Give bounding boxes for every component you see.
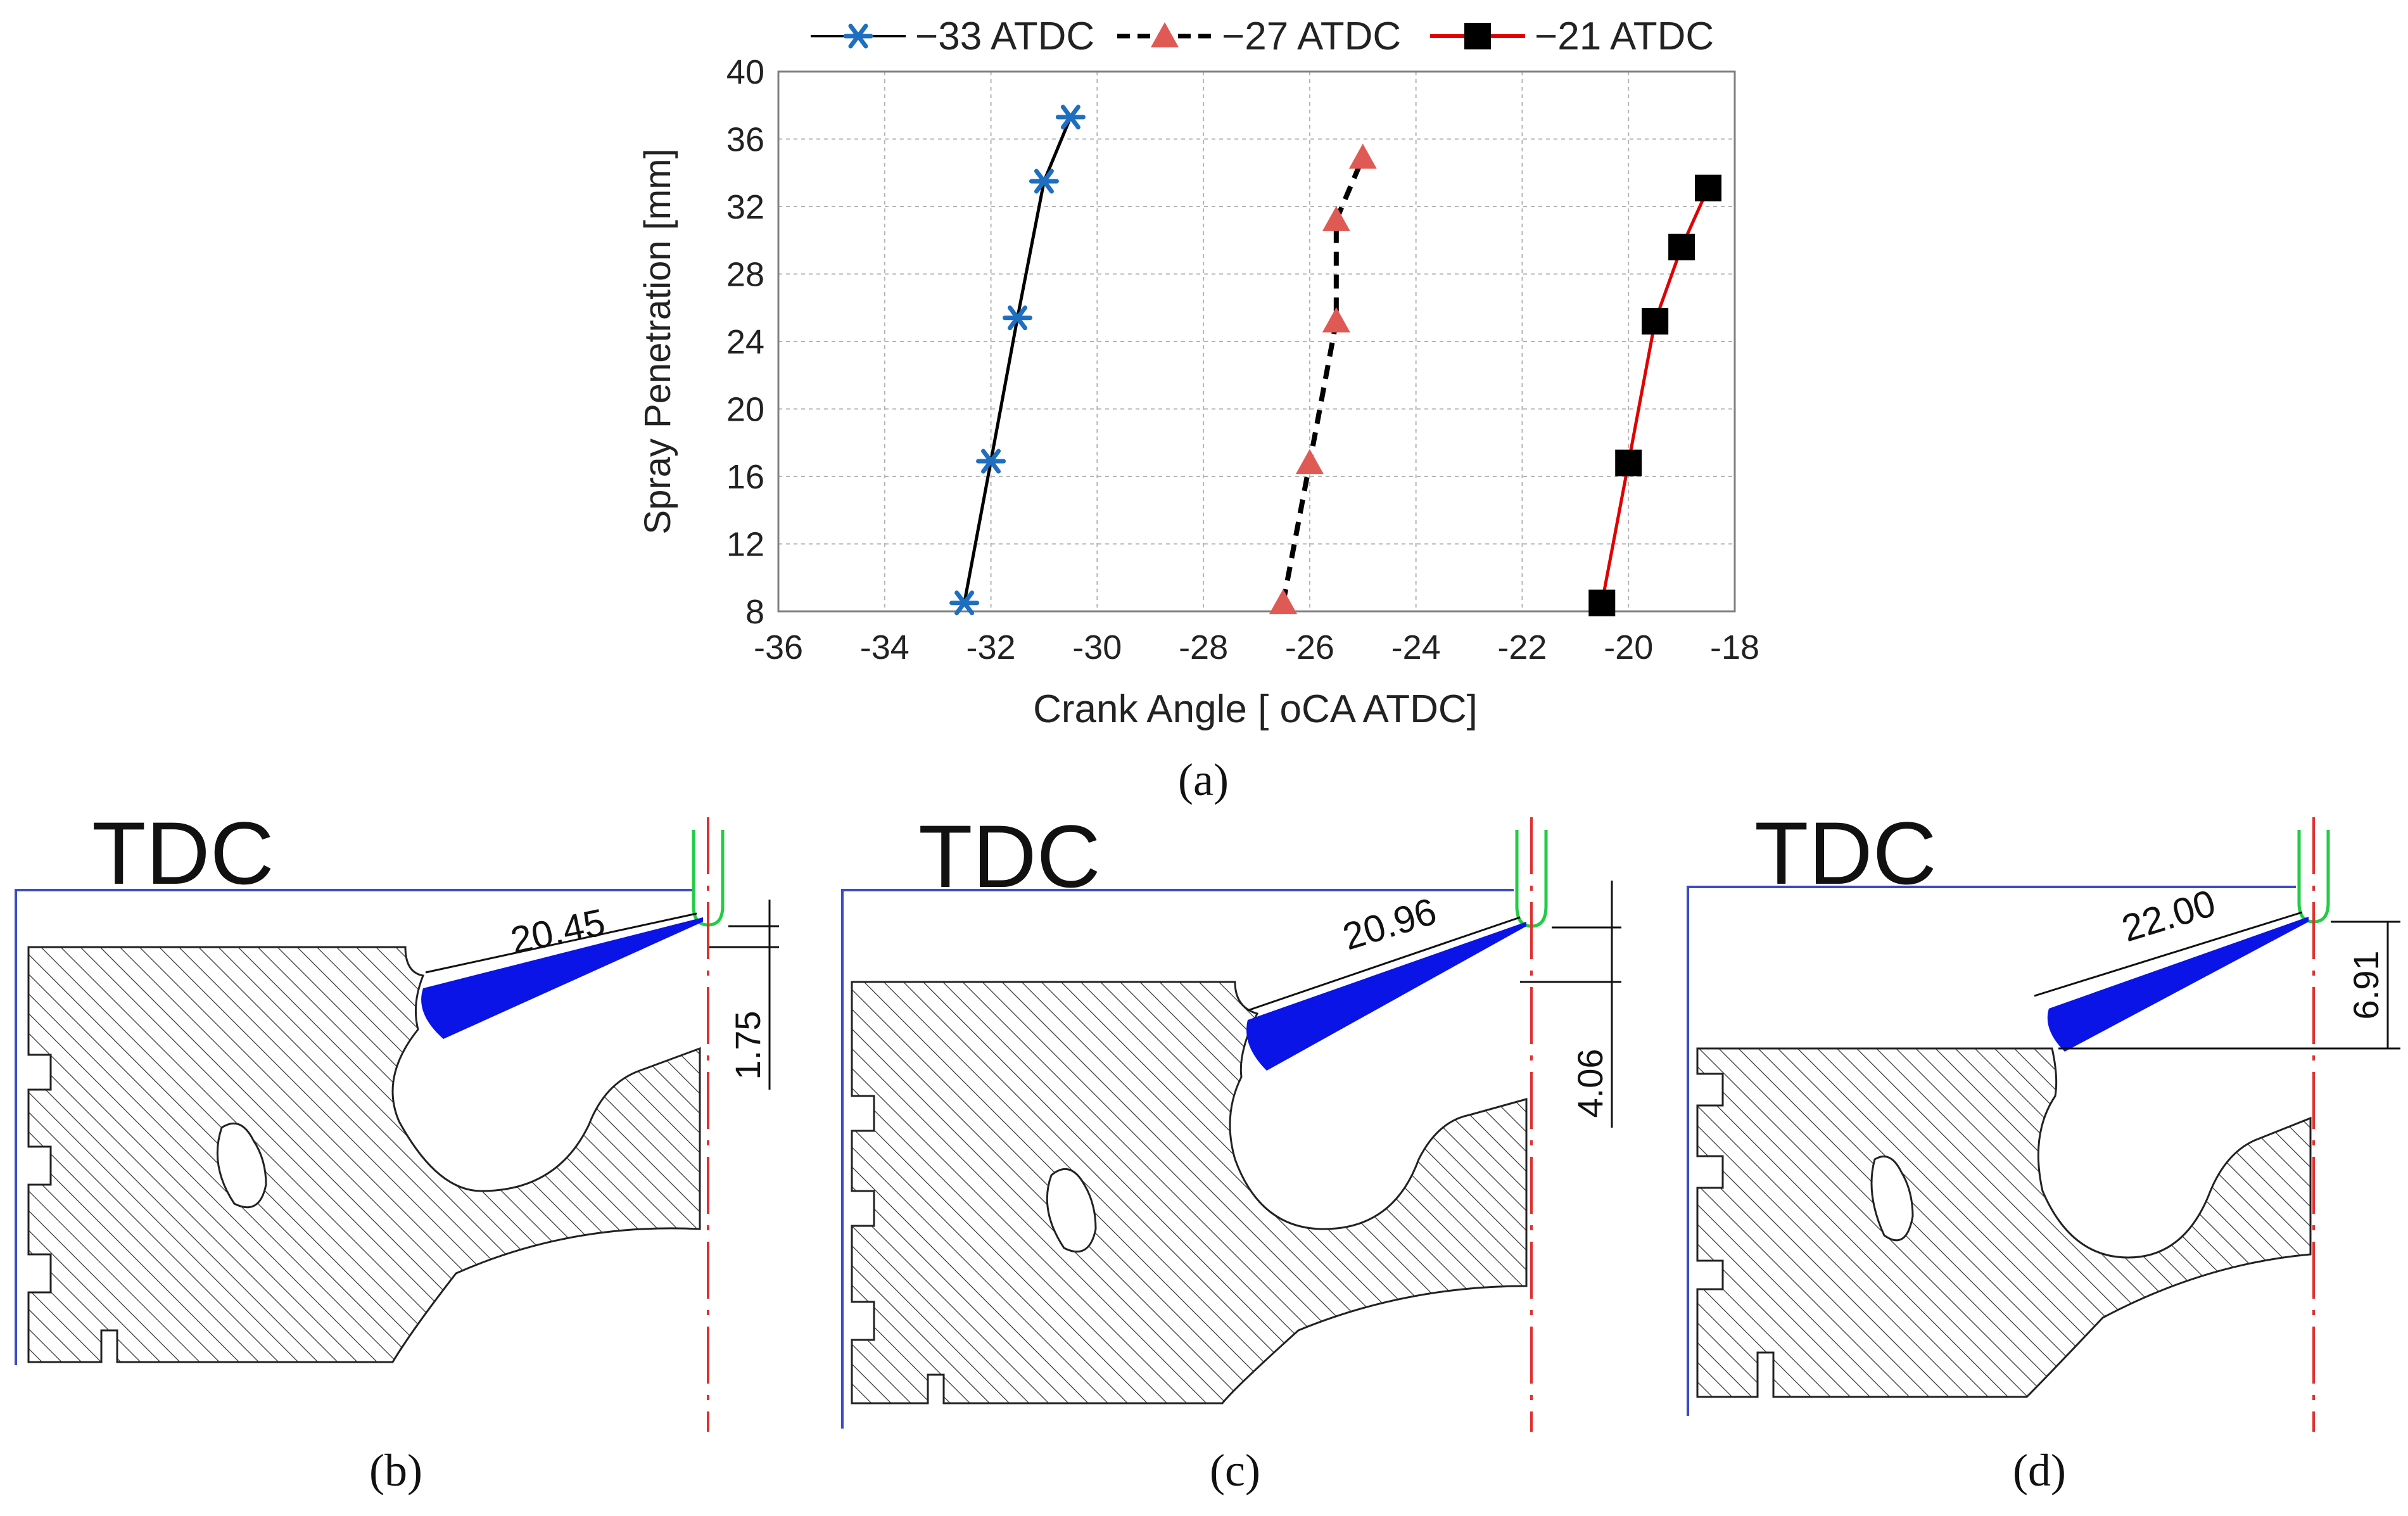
spray-length-dimension	[2034, 911, 2303, 997]
data-point-marker	[1322, 206, 1350, 231]
data-point-marker	[1615, 449, 1642, 476]
panel-label-a: (a)	[1178, 755, 1229, 805]
y-tick-label: 20	[726, 391, 764, 429]
offset-value: 1.75	[728, 1011, 768, 1080]
x-tick-label: -30	[1072, 628, 1122, 666]
cylinder-liner	[841, 889, 1514, 1429]
series-2	[1269, 143, 1377, 615]
data-point-marker	[1003, 305, 1032, 331]
legend-item-series-3: −21 ATDC	[1430, 15, 1714, 58]
legend-marker	[843, 23, 873, 49]
data-point-marker	[1348, 143, 1377, 169]
chart-series	[949, 105, 1722, 616]
spray-penetration-chart: -36 -34 -32 -30 -28 -26 -24 -22 -20 -18 8 12 16 20 24 2…	[637, 15, 1759, 731]
y-tick-label: 8	[745, 593, 764, 631]
series-line-2	[1281, 156, 1366, 604]
series-1	[949, 105, 1086, 616]
y-axis-label: Spray Penetration [mm]	[637, 148, 678, 534]
x-tick-label: -32	[966, 628, 1016, 666]
data-point-marker	[1695, 174, 1722, 201]
legend-label-series-2: −27 ATDC	[1222, 15, 1401, 58]
legend-item-series-1: −33 ATDC	[811, 15, 1094, 58]
plot-frame	[777, 70, 1736, 613]
legend-marker-square	[1464, 23, 1491, 49]
legend-marker	[1151, 22, 1179, 48]
piston-section	[27, 946, 701, 1363]
y-tick-label: 28	[726, 256, 764, 294]
panel-label-d: (d)	[2013, 1445, 2066, 1496]
panel-title: TDC	[92, 803, 274, 903]
chart-grid	[778, 72, 1735, 611]
data-point-marker	[1295, 449, 1324, 475]
schematic-panel-c: TDC 20.96 4.06	[841, 806, 1621, 1432]
y-tick-label: 32	[726, 188, 764, 226]
spray-length-value: 22.00	[2117, 881, 2220, 950]
cylinder-liner	[15, 889, 694, 1365]
schematic-panel-b: TDC 20.45 1.75	[15, 803, 779, 1432]
x-tick-label: -24	[1391, 628, 1441, 666]
piston-section	[851, 981, 1528, 1405]
legend-marker	[1464, 23, 1491, 49]
data-point-marker	[1642, 308, 1669, 335]
data-point-marker	[1322, 307, 1350, 333]
offset-value: 6.91	[2346, 951, 2386, 1020]
spray-length-dimension	[1247, 916, 1521, 1012]
y-tick-label: 16	[726, 458, 764, 496]
y-tick-label: 40	[726, 53, 764, 91]
fuel-spray	[421, 917, 703, 1039]
legend-label-series-1: −33 ATDC	[915, 15, 1094, 58]
piston-pin-hole	[216, 1122, 267, 1209]
x-tick-label: -20	[1604, 628, 1653, 666]
x-tick-label: -22	[1497, 628, 1547, 666]
legend-marker-star	[843, 23, 873, 49]
x-tick-label: -28	[1179, 628, 1228, 666]
data-point-marker	[949, 590, 980, 616]
spray-length-dimension	[425, 912, 697, 974]
y-tick-label: 36	[726, 121, 764, 159]
x-tick-label: -26	[1285, 628, 1334, 666]
data-point-marker	[1269, 589, 1297, 615]
x-tick-label: -34	[860, 628, 909, 666]
data-point-marker	[1029, 169, 1059, 194]
series-3	[1588, 174, 1722, 616]
panel-label-b: (b)	[369, 1445, 422, 1496]
data-point-marker	[1588, 589, 1616, 616]
legend-label-series-3: −21 ATDC	[1535, 15, 1714, 58]
y-tick-label: 12	[726, 526, 764, 564]
panel-label-c: (c)	[1210, 1445, 1260, 1496]
fuel-spray	[1246, 922, 1526, 1071]
piston-pin-hole	[1046, 1168, 1097, 1253]
axis-ticks: -36 -34 -32 -30 -28 -26 -24 -22 -20 -18 8 12 16 20 24 2…	[726, 53, 1759, 666]
x-axis-label: Crank Angle [ oCA ATDC]	[1033, 687, 1478, 731]
offset-value: 4.06	[1570, 1049, 1610, 1118]
spray-length-value: 20.96	[1338, 889, 1441, 958]
legend-item-series-2: −27 ATDC	[1117, 15, 1401, 58]
x-tick-label: -36	[754, 628, 803, 666]
legend-marker-triangle	[1151, 22, 1179, 48]
series-line-1	[963, 116, 1072, 604]
fuel-spray	[2047, 917, 2309, 1052]
piston-section	[1696, 1047, 2312, 1398]
schematic-panel-d: TDC 22.00 6.91	[1687, 803, 2400, 1432]
x-tick-label: -18	[1710, 628, 1759, 666]
chart-legend: −33 ATDC −27 ATDC −21 ATDC	[811, 15, 1714, 58]
data-point-marker	[976, 449, 1006, 474]
y-tick-label: 24	[726, 323, 764, 361]
data-point-marker	[1668, 233, 1695, 260]
cylinder-liner	[1687, 886, 2296, 1416]
data-point-marker	[1055, 105, 1086, 130]
schematics: TDC 20.45 1.75 TDC 20.96	[15, 803, 2400, 1432]
piston-pin-hole	[1870, 1156, 1914, 1242]
